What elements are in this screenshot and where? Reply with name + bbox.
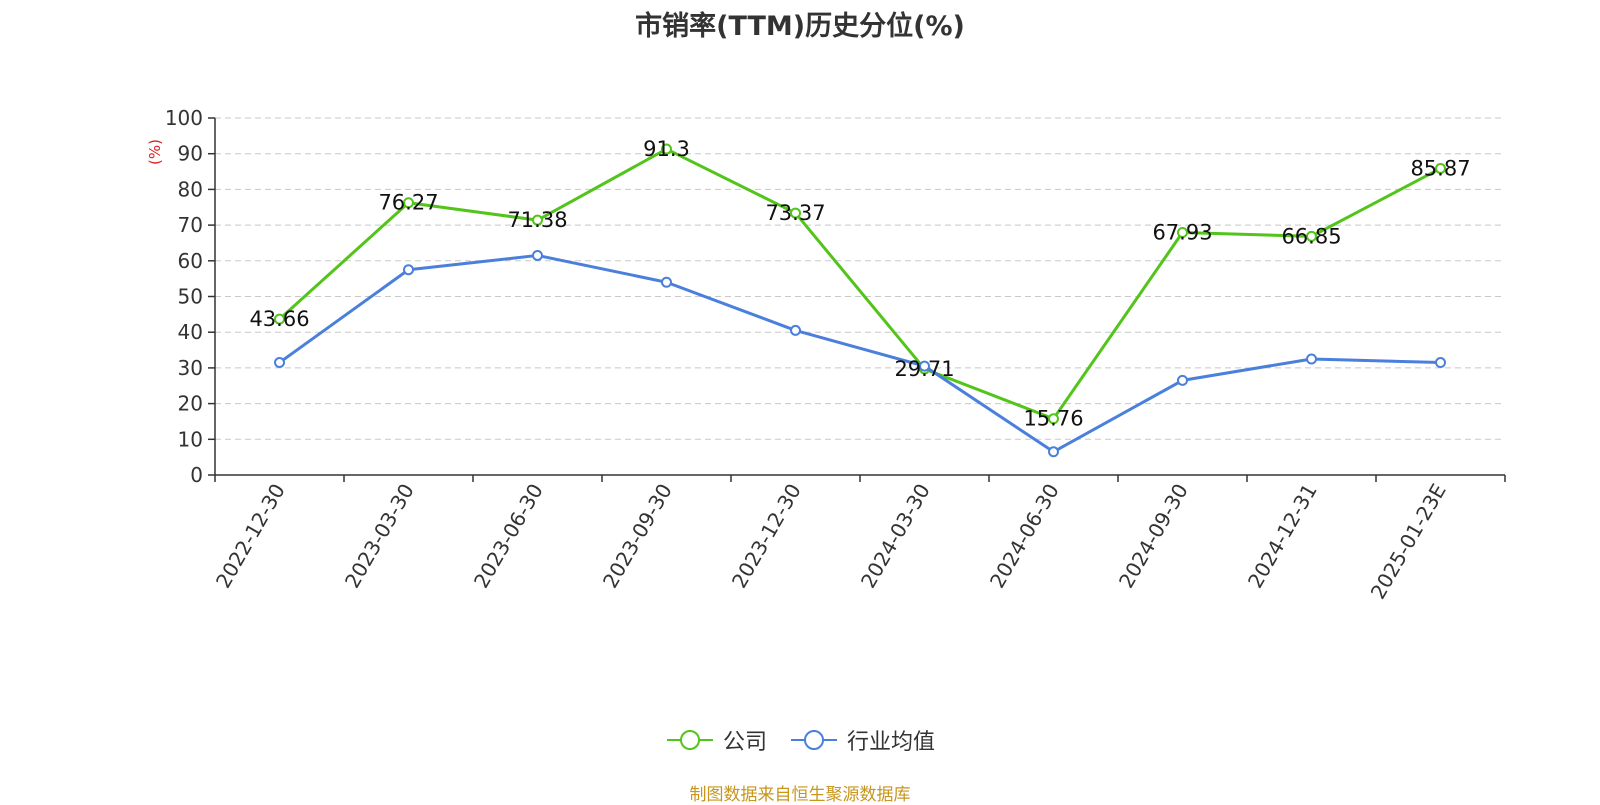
y-tick-label: 90 <box>178 142 203 166</box>
legend-item-industry[interactable]: 行业均值 <box>789 724 935 756</box>
x-tick-label: 2022-12-30 <box>211 480 290 593</box>
y-tick-label: 40 <box>178 320 203 344</box>
series-lines <box>274 143 1446 458</box>
data-point[interactable] <box>1435 162 1446 174</box>
data-point[interactable] <box>661 143 672 155</box>
y-tick-label: 0 <box>190 463 203 487</box>
data-label: 91.3 <box>643 137 690 161</box>
data-point[interactable] <box>403 264 414 276</box>
x-tick-label: 2023-12-30 <box>727 480 806 593</box>
data-point[interactable] <box>532 249 543 261</box>
axes: (%) 0 10 20 30 40 50 60 70 80 90 100 2022-12-30 2023… <box>146 106 1506 604</box>
data-label: 85.87 <box>1410 156 1470 180</box>
y-tick-label: 60 <box>178 249 203 273</box>
legend-item-company[interactable]: 公司 <box>665 724 767 756</box>
data-label: 76.27 <box>378 191 438 215</box>
y-tick-label: 70 <box>178 213 203 237</box>
data-point[interactable] <box>1435 357 1446 369</box>
data-label: 71.38 <box>507 208 567 232</box>
y-tick-label: 80 <box>178 177 203 201</box>
grid-lines <box>215 117 1505 440</box>
data-point[interactable] <box>1048 446 1059 458</box>
y-tick-label: 20 <box>178 392 203 416</box>
source-footer: 制图数据来自恒生聚源数据库 <box>689 785 911 805</box>
data-point[interactable] <box>1048 413 1059 425</box>
data-point[interactable] <box>1306 353 1317 365</box>
y-tick-label: 50 <box>178 285 203 309</box>
data-point[interactable] <box>790 207 801 219</box>
data-point[interactable] <box>919 360 930 372</box>
series-line-0 <box>278 147 1442 421</box>
y-tick-label: 100 <box>165 106 203 130</box>
data-labels: 43.66 76.27 71.38 91.3 73.37 29.71 15.76 67.93 6… <box>249 137 1470 431</box>
data-label: 66.85 <box>1281 224 1341 248</box>
data-label: 43.66 <box>249 307 309 331</box>
legend-label-company: 公司 <box>722 730 767 755</box>
data-point[interactable] <box>1306 230 1317 242</box>
legend-label-industry: 行业均值 <box>847 730 936 755</box>
data-point[interactable] <box>1177 374 1188 386</box>
chart-title: 市销率(TTM)历史分位(%) <box>635 11 965 42</box>
data-point[interactable] <box>532 214 543 226</box>
data-label: 67.93 <box>1152 220 1212 244</box>
x-tick-label: 2024-09-30 <box>1114 480 1193 593</box>
data-point[interactable] <box>1177 226 1188 238</box>
x-tick-label: 2025-01-23E <box>1366 480 1451 604</box>
legend-swatch-company <box>666 730 713 750</box>
data-point[interactable] <box>274 357 285 369</box>
data-label: 15.76 <box>1023 407 1083 431</box>
x-tick-label: 2024-03-30 <box>856 480 935 593</box>
x-tick-label: 2024-12-31 <box>1243 480 1322 593</box>
data-label: 29.71 <box>894 357 954 381</box>
data-point[interactable] <box>790 324 801 336</box>
x-tick-label: 2023-09-30 <box>598 480 677 593</box>
data-point[interactable] <box>403 197 414 209</box>
legend: 公司 行业均值 <box>0 720 1600 760</box>
x-tick-label: 2024-06-30 <box>985 480 1064 593</box>
data-label: 73.37 <box>765 201 825 225</box>
x-tick-label: 2023-06-30 <box>469 480 548 593</box>
data-point[interactable] <box>661 276 672 288</box>
data-point[interactable] <box>274 313 285 325</box>
legend-swatch-industry <box>791 730 837 750</box>
series-line-1 <box>278 253 1441 454</box>
x-tick-label: 2023-03-30 <box>340 480 419 593</box>
y-tick-label: 10 <box>178 427 203 451</box>
y-axis-label: (%) <box>146 139 164 165</box>
y-tick-label: 30 <box>178 356 203 380</box>
